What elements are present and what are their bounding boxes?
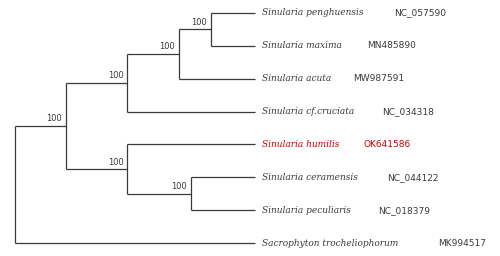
Text: 100: 100 xyxy=(46,114,62,123)
Text: NC_034318: NC_034318 xyxy=(382,107,434,116)
Text: 100: 100 xyxy=(108,71,124,80)
Text: Sinularia penghuensis: Sinularia penghuensis xyxy=(262,8,366,17)
Text: NC_057590: NC_057590 xyxy=(394,8,446,17)
Text: NC_018379: NC_018379 xyxy=(378,206,430,215)
Text: Sinularia acuta: Sinularia acuta xyxy=(262,74,334,83)
Text: 100: 100 xyxy=(191,18,207,27)
Text: Sacrophyton trocheliophorum: Sacrophyton trocheliophorum xyxy=(262,239,402,248)
Text: Sinularia ceramensis: Sinularia ceramensis xyxy=(262,173,361,182)
Text: Sinularia humilis: Sinularia humilis xyxy=(262,140,342,149)
Text: 100: 100 xyxy=(159,42,175,51)
Text: 100: 100 xyxy=(172,182,187,191)
Text: Sinularia maxima: Sinularia maxima xyxy=(262,41,345,50)
Text: OK641586: OK641586 xyxy=(364,140,411,149)
Text: MK994517: MK994517 xyxy=(438,239,486,248)
Text: 100: 100 xyxy=(108,158,124,167)
Text: Sinularia peculiaris: Sinularia peculiaris xyxy=(262,206,354,215)
Text: Sinularia cf.cruciata: Sinularia cf.cruciata xyxy=(262,107,358,116)
Text: NC_044122: NC_044122 xyxy=(387,173,438,182)
Text: MW987591: MW987591 xyxy=(354,74,405,83)
Text: MN485890: MN485890 xyxy=(367,41,416,50)
